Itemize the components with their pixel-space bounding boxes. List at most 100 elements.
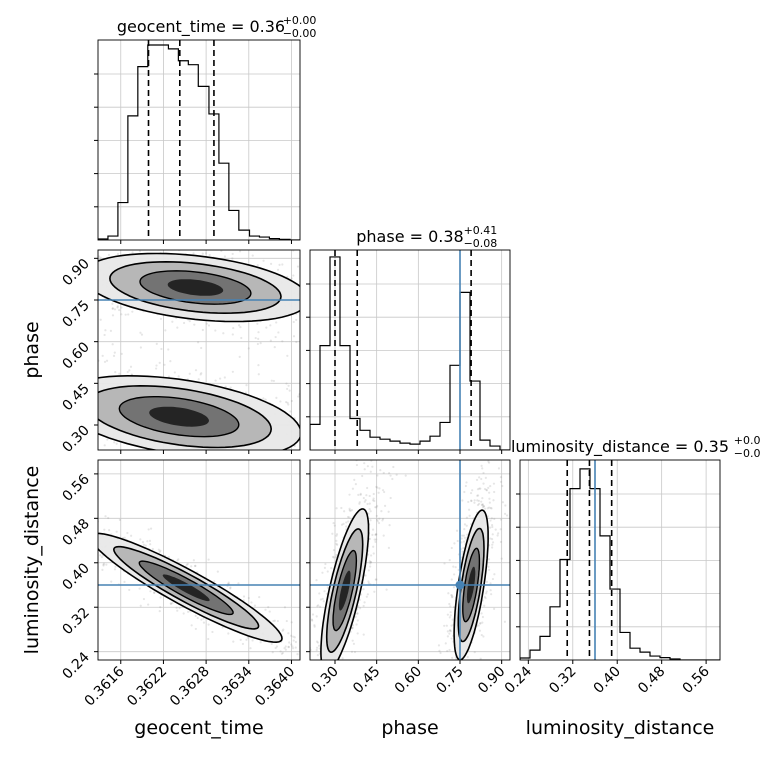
sample-point — [304, 287, 306, 289]
sample-point — [59, 245, 61, 247]
sample-point — [331, 555, 335, 558]
sample-point — [339, 660, 341, 662]
sample-point — [94, 410, 96, 412]
sample-point — [318, 488, 320, 490]
sample-point — [340, 506, 343, 510]
sample-point — [94, 533, 96, 535]
sample-point — [491, 523, 494, 527]
sample-point — [317, 667, 319, 669]
sample-point — [115, 530, 118, 533]
sample-point — [259, 342, 262, 345]
sample-point — [323, 293, 325, 295]
sample-point — [311, 695, 313, 697]
sample-point — [61, 521, 63, 523]
sample-point — [374, 533, 377, 536]
sample-point — [330, 443, 332, 445]
sample-point — [188, 372, 191, 375]
sample-point — [189, 230, 191, 232]
sample-point — [450, 546, 453, 550]
sample-point — [372, 255, 374, 257]
sample-point — [275, 456, 277, 458]
sample-point — [453, 695, 455, 697]
sample-point — [49, 257, 51, 259]
sample-point — [42, 452, 44, 454]
sample-point — [103, 528, 106, 531]
sample-point — [376, 504, 379, 508]
sample-point — [126, 531, 129, 535]
sample-point — [56, 521, 58, 523]
sample-point — [483, 604, 486, 607]
sample-point — [190, 565, 193, 568]
sample-point — [489, 537, 492, 540]
sample-point — [27, 421, 29, 423]
sample-point — [344, 302, 346, 304]
sample-point — [489, 582, 492, 585]
sample-point — [317, 481, 319, 483]
sample-point — [477, 494, 480, 497]
title-minus: −0.08 — [464, 237, 498, 250]
sample-point — [368, 443, 370, 445]
sample-point — [41, 239, 43, 241]
sample-point — [314, 672, 316, 674]
sample-point — [369, 519, 372, 522]
sample-point — [113, 568, 117, 571]
sample-point — [39, 403, 41, 405]
sample-point — [473, 501, 476, 504]
sample-point — [446, 714, 448, 716]
sample-point — [276, 268, 280, 271]
sample-point — [468, 514, 471, 517]
sample-point — [322, 666, 324, 668]
sample-point — [312, 305, 314, 307]
sample-point — [216, 570, 219, 573]
sample-point — [338, 667, 340, 669]
sample-point — [491, 533, 494, 536]
sample-point — [135, 474, 137, 476]
sample-point — [140, 333, 144, 336]
sample-point — [496, 426, 498, 428]
sample-point — [433, 697, 435, 699]
sample-point — [378, 517, 381, 520]
sample-point — [63, 511, 65, 513]
sample-point — [227, 632, 230, 635]
sample-point — [90, 539, 92, 541]
sample-point — [238, 465, 240, 467]
sample-point — [201, 328, 204, 332]
sample-point — [63, 267, 65, 269]
sample-point — [382, 471, 385, 475]
sample-point — [269, 464, 271, 466]
sample-point — [469, 688, 471, 690]
sample-point — [286, 401, 289, 404]
sample-point — [0, 389, 2, 391]
sample-point — [322, 600, 325, 603]
sample-point — [86, 400, 88, 402]
sample-point — [202, 621, 206, 624]
density-contour — [162, 574, 210, 602]
sample-point — [319, 661, 321, 663]
sample-point — [368, 537, 372, 540]
sample-point — [91, 536, 93, 538]
sample-point — [28, 287, 30, 289]
sample-point — [158, 550, 161, 554]
sample-point — [158, 457, 160, 459]
x-tick-label-phase: 0.60 — [392, 664, 425, 697]
sample-point — [120, 352, 123, 355]
sample-point — [368, 560, 371, 563]
sample-point — [126, 235, 128, 237]
sample-point — [208, 253, 211, 257]
sample-point — [27, 306, 29, 308]
sample-point — [42, 264, 44, 266]
sample-point — [211, 456, 213, 458]
sample-point — [487, 558, 491, 561]
sample-point — [160, 496, 162, 498]
sample-point — [278, 461, 280, 463]
sample-point — [116, 305, 119, 308]
sample-point — [138, 250, 142, 253]
sample-point — [310, 715, 312, 717]
sample-point — [292, 335, 296, 338]
sample-point — [218, 231, 220, 233]
sample-point — [344, 433, 346, 435]
sample-point — [123, 536, 126, 539]
sample-point — [256, 264, 259, 267]
sample-point — [6, 383, 8, 385]
sample-point — [283, 502, 285, 504]
